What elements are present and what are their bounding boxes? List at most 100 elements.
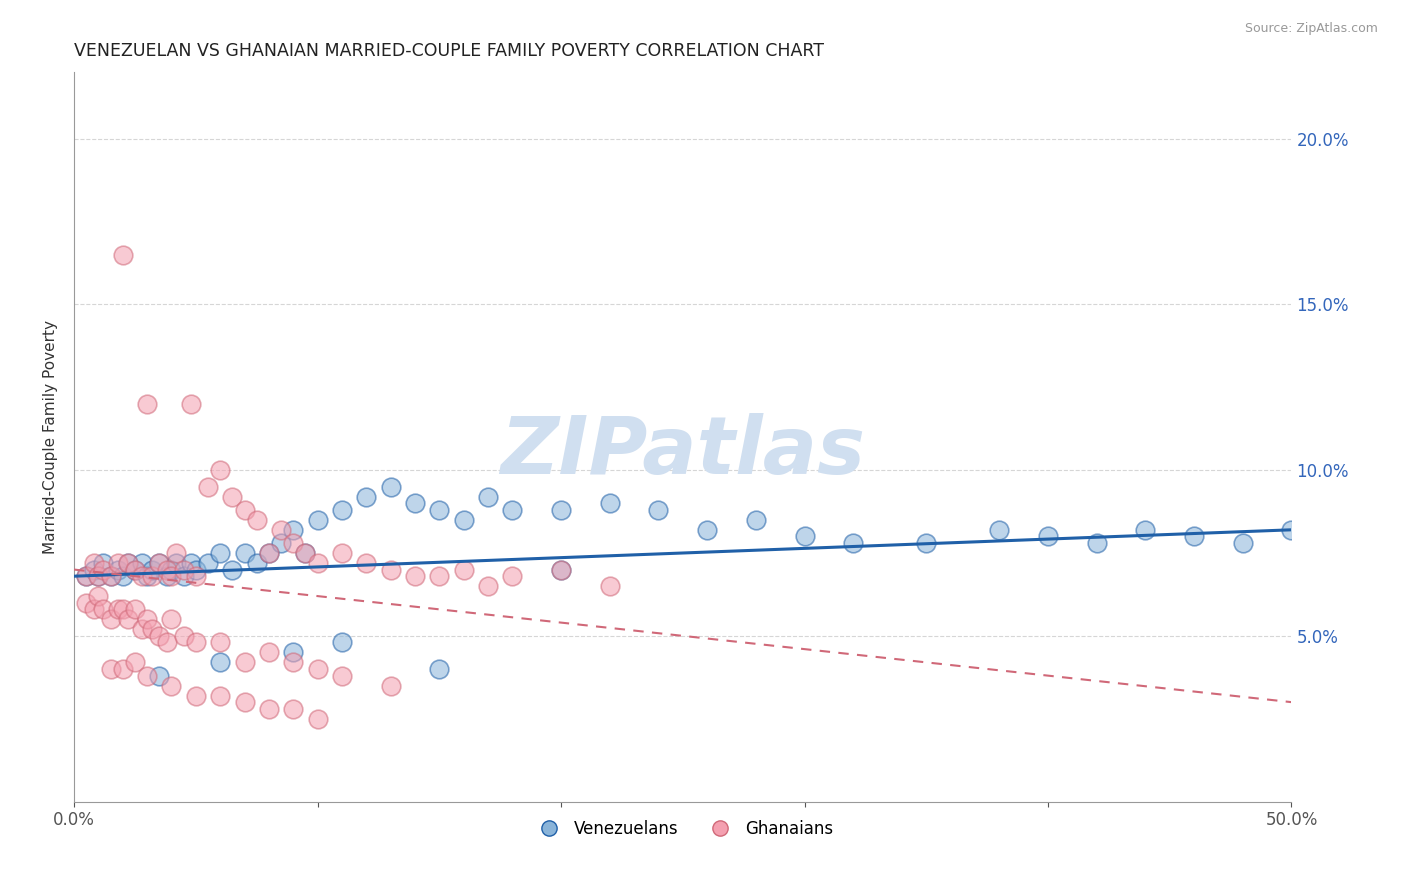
Point	[647, 503, 669, 517]
Point	[141, 569, 163, 583]
Point	[111, 248, 134, 262]
Point	[111, 602, 134, 616]
Point	[330, 503, 353, 517]
Y-axis label: Married-Couple Family Poverty: Married-Couple Family Poverty	[44, 320, 58, 554]
Point	[209, 656, 232, 670]
Point	[75, 569, 97, 583]
Point	[294, 546, 316, 560]
Point	[404, 569, 426, 583]
Point	[246, 556, 269, 570]
Point	[477, 579, 499, 593]
Point	[307, 556, 329, 570]
Point	[988, 523, 1011, 537]
Point	[87, 569, 110, 583]
Point	[246, 513, 269, 527]
Point	[354, 490, 377, 504]
Legend: Venezuelans, Ghanaians: Venezuelans, Ghanaians	[526, 813, 839, 845]
Point	[100, 612, 122, 626]
Point	[111, 662, 134, 676]
Point	[156, 563, 179, 577]
Point	[257, 546, 280, 560]
Point	[330, 668, 353, 682]
Point	[197, 556, 219, 570]
Point	[141, 563, 163, 577]
Point	[184, 635, 207, 649]
Point	[173, 569, 195, 583]
Point	[1135, 523, 1157, 537]
Point	[83, 556, 105, 570]
Point	[380, 480, 402, 494]
Point	[160, 679, 183, 693]
Point	[745, 513, 768, 527]
Point	[165, 546, 187, 560]
Point	[100, 569, 122, 583]
Point	[307, 513, 329, 527]
Point	[257, 702, 280, 716]
Point	[156, 635, 179, 649]
Point	[1281, 523, 1303, 537]
Point	[501, 569, 523, 583]
Point	[915, 536, 938, 550]
Point	[75, 596, 97, 610]
Point	[1182, 529, 1205, 543]
Point	[148, 629, 170, 643]
Point	[283, 656, 305, 670]
Point	[165, 556, 187, 570]
Point	[380, 563, 402, 577]
Point	[477, 490, 499, 504]
Point	[793, 529, 815, 543]
Point	[842, 536, 865, 550]
Text: Source: ZipAtlas.com: Source: ZipAtlas.com	[1244, 22, 1378, 36]
Point	[453, 563, 475, 577]
Point	[184, 563, 207, 577]
Point	[330, 635, 353, 649]
Point	[209, 635, 232, 649]
Point	[87, 589, 110, 603]
Point	[75, 569, 97, 583]
Point	[270, 523, 292, 537]
Point	[107, 556, 129, 570]
Point	[427, 662, 450, 676]
Point	[233, 656, 256, 670]
Point	[180, 397, 202, 411]
Point	[283, 536, 305, 550]
Text: VENEZUELAN VS GHANAIAN MARRIED-COUPLE FAMILY POVERTY CORRELATION CHART: VENEZUELAN VS GHANAIAN MARRIED-COUPLE FA…	[75, 42, 824, 60]
Point	[453, 513, 475, 527]
Point	[124, 602, 146, 616]
Point	[131, 556, 153, 570]
Point	[307, 712, 329, 726]
Point	[107, 602, 129, 616]
Point	[83, 563, 105, 577]
Point	[136, 397, 159, 411]
Point	[404, 496, 426, 510]
Point	[131, 622, 153, 636]
Point	[221, 563, 243, 577]
Point	[233, 503, 256, 517]
Point	[124, 563, 146, 577]
Point	[599, 579, 621, 593]
Point	[197, 480, 219, 494]
Point	[173, 563, 195, 577]
Point	[330, 546, 353, 560]
Point	[148, 668, 170, 682]
Point	[209, 463, 232, 477]
Point	[156, 569, 179, 583]
Point	[107, 563, 129, 577]
Point	[160, 563, 183, 577]
Point	[283, 523, 305, 537]
Point	[550, 563, 572, 577]
Point	[257, 645, 280, 659]
Point	[160, 569, 183, 583]
Point	[283, 645, 305, 659]
Point	[233, 695, 256, 709]
Point	[427, 503, 450, 517]
Point	[233, 546, 256, 560]
Point	[117, 612, 139, 626]
Point	[380, 679, 402, 693]
Point	[91, 556, 114, 570]
Point	[160, 612, 183, 626]
Point	[184, 689, 207, 703]
Point	[83, 602, 105, 616]
Point	[136, 668, 159, 682]
Point	[111, 569, 134, 583]
